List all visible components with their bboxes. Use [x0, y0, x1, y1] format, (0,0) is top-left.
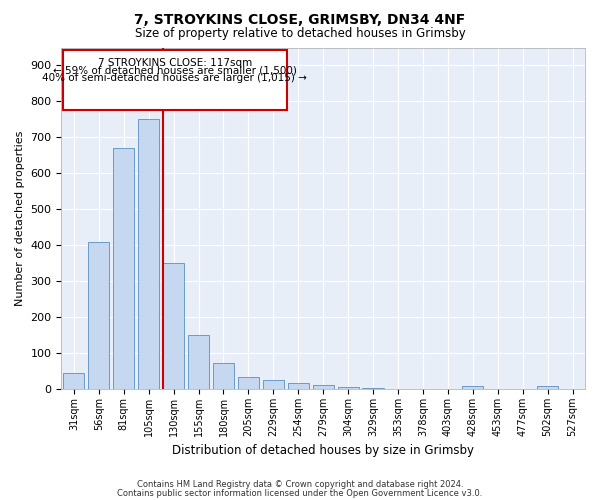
FancyBboxPatch shape: [62, 50, 287, 110]
Bar: [462, 386, 484, 389]
Text: Contains public sector information licensed under the Open Government Licence v3: Contains public sector information licen…: [118, 488, 482, 498]
Text: 40% of semi-detached houses are larger (1,015) →: 40% of semi-detached houses are larger (…: [43, 74, 307, 84]
Bar: [88, 242, 109, 389]
Text: 7, STROYKINS CLOSE, GRIMSBY, DN34 4NF: 7, STROYKINS CLOSE, GRIMSBY, DN34 4NF: [134, 12, 466, 26]
Bar: [63, 373, 85, 389]
X-axis label: Distribution of detached houses by size in Grimsby: Distribution of detached houses by size …: [172, 444, 474, 458]
Text: 7 STROYKINS CLOSE: 117sqm: 7 STROYKINS CLOSE: 117sqm: [98, 58, 252, 68]
Bar: [287, 383, 309, 389]
Bar: [163, 263, 184, 389]
Bar: [238, 377, 259, 389]
Bar: [138, 120, 159, 389]
Bar: [362, 388, 383, 389]
Bar: [213, 363, 234, 389]
Bar: [313, 386, 334, 389]
Bar: [263, 380, 284, 389]
Bar: [537, 386, 558, 389]
Text: Contains HM Land Registry data © Crown copyright and database right 2024.: Contains HM Land Registry data © Crown c…: [137, 480, 463, 489]
Text: Size of property relative to detached houses in Grimsby: Size of property relative to detached ho…: [134, 28, 466, 40]
Text: ← 59% of detached houses are smaller (1,500): ← 59% of detached houses are smaller (1,…: [53, 66, 297, 76]
Bar: [188, 335, 209, 389]
Bar: [338, 387, 359, 389]
Y-axis label: Number of detached properties: Number of detached properties: [15, 130, 25, 306]
Bar: [113, 148, 134, 389]
